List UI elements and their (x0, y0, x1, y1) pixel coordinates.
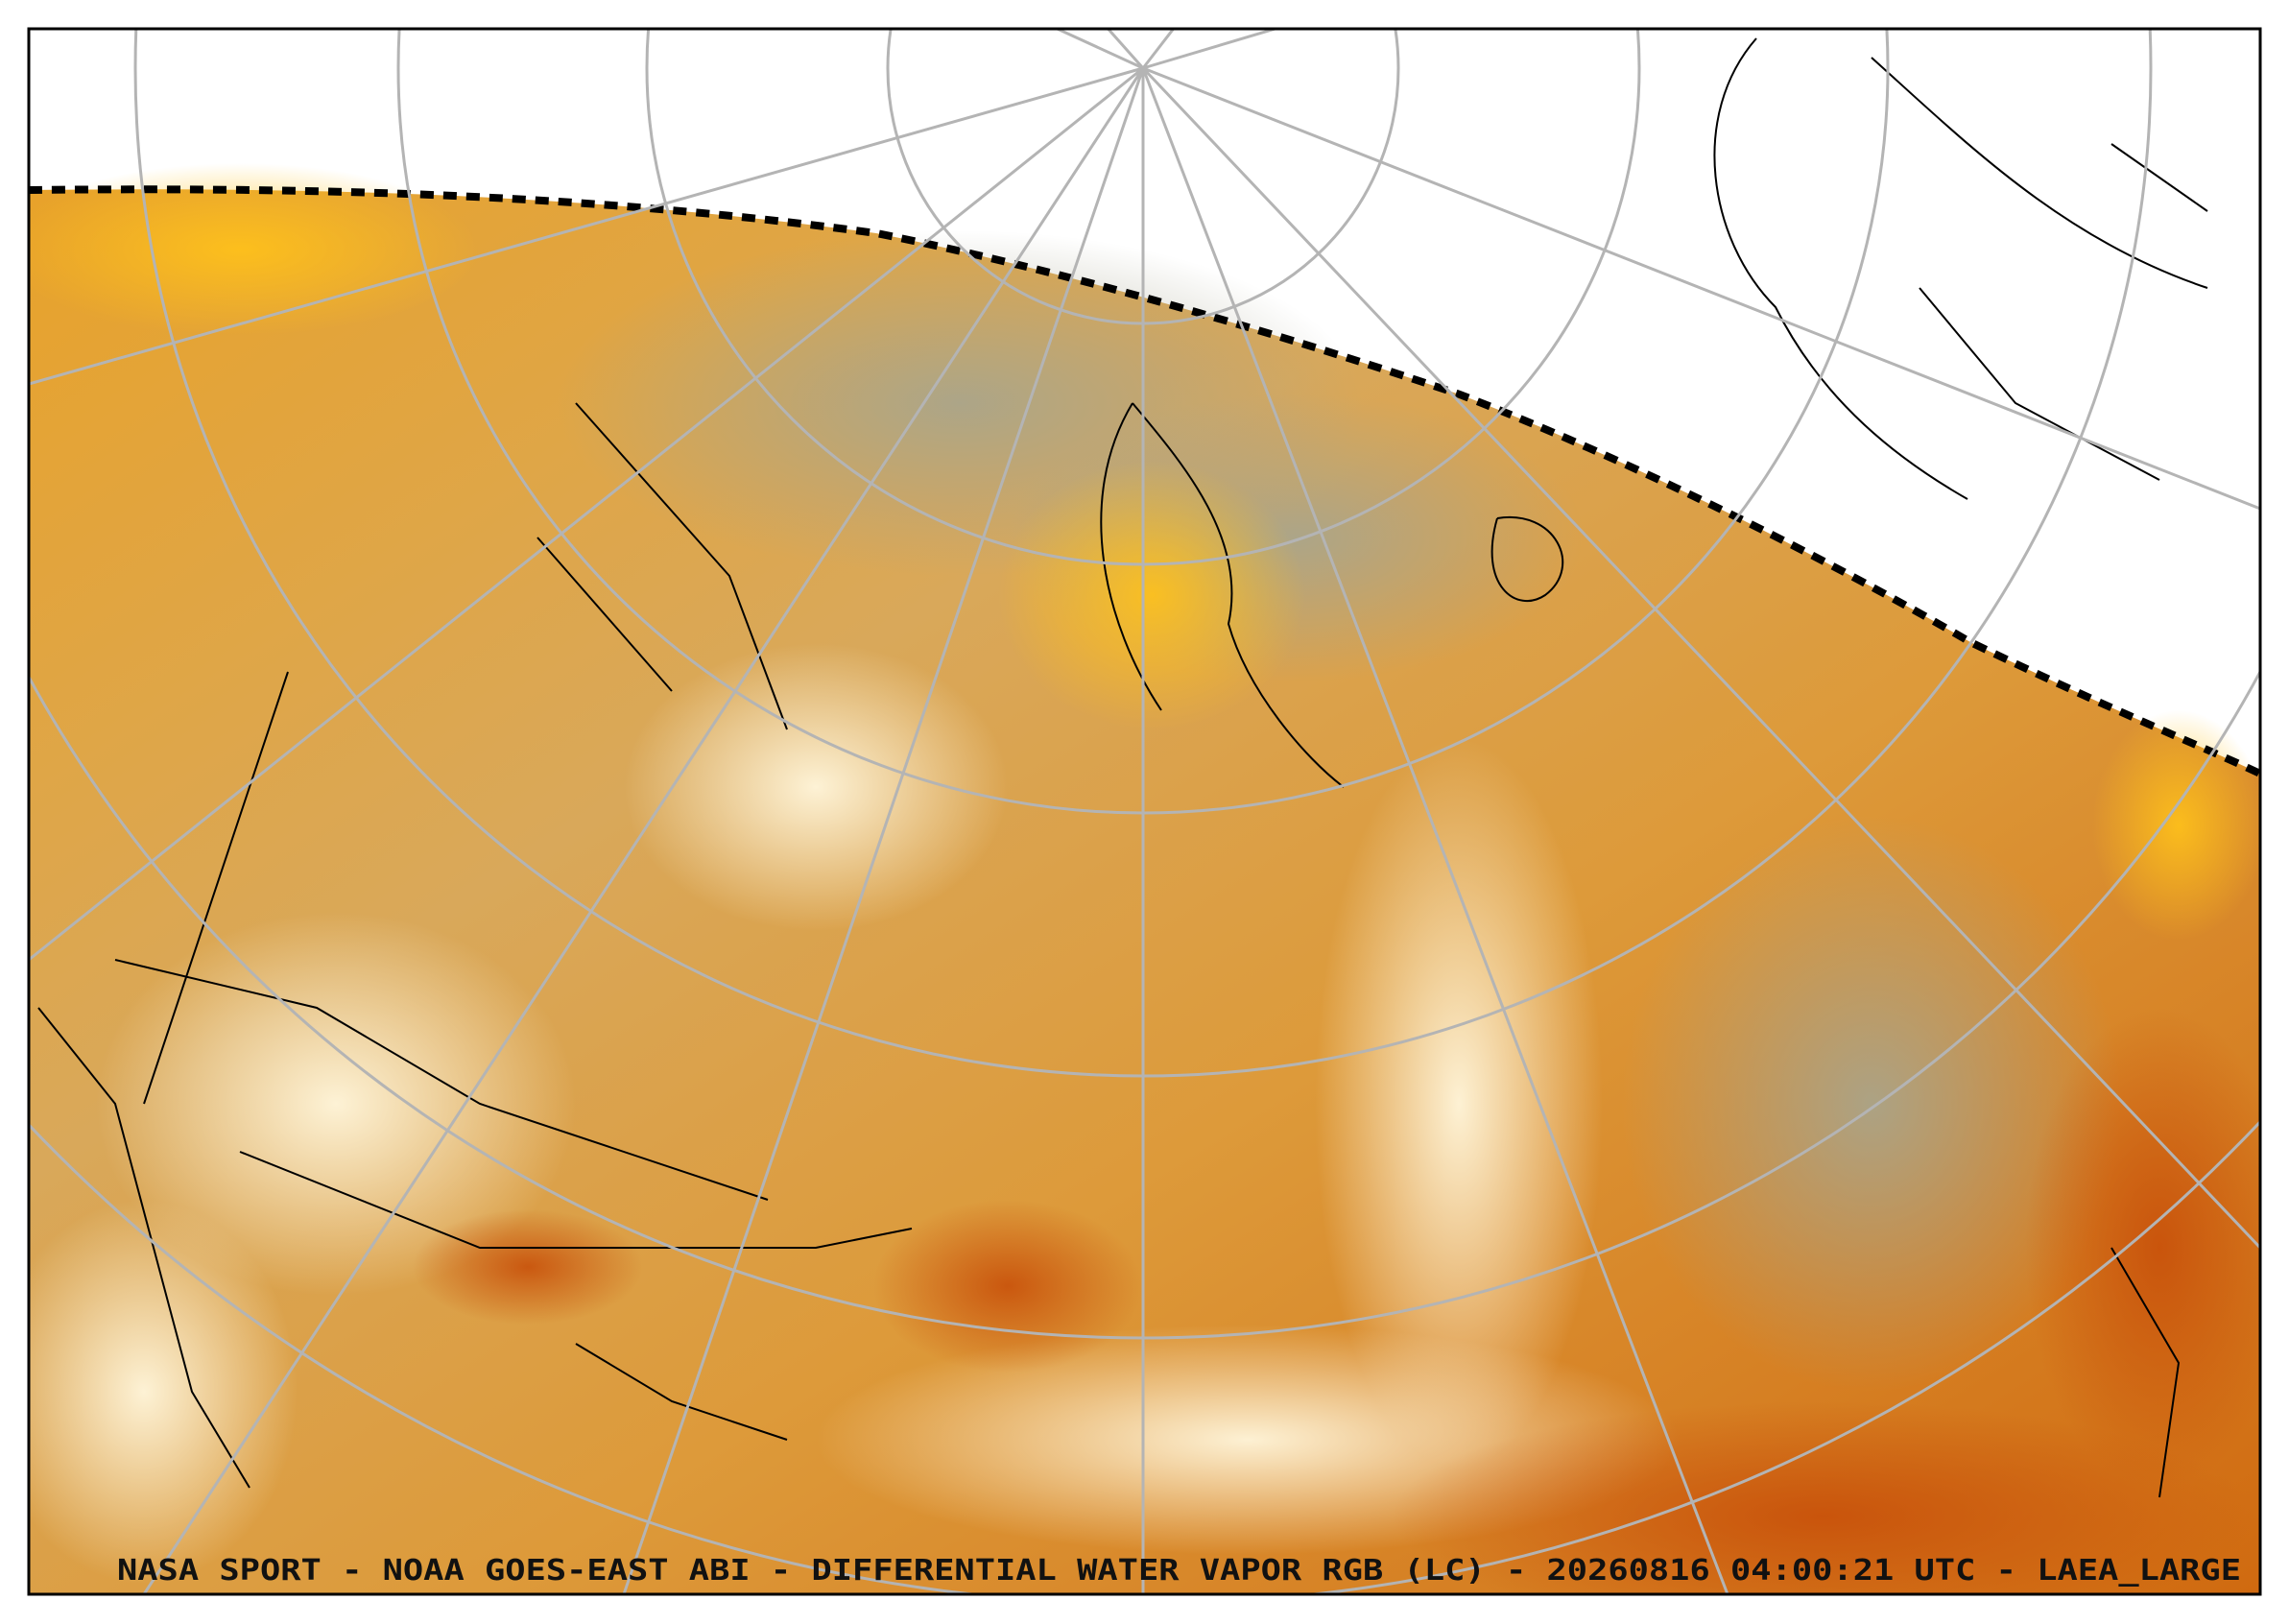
disk-edge (29, 185, 2260, 777)
caption: NASA SPORT - NOAA GOES-EAST ABI - DIFFER… (117, 1554, 2241, 1588)
imagery-features (29, 163, 2260, 1594)
frame (27, 27, 2262, 1596)
coastlines (37, 37, 2208, 1498)
